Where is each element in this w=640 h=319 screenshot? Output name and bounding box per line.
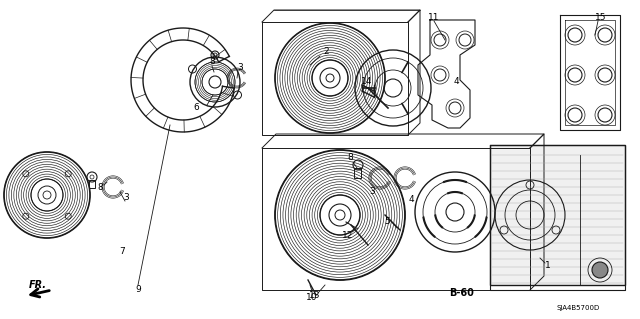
- Text: 1: 1: [545, 262, 551, 271]
- Text: B-60: B-60: [449, 288, 474, 298]
- Text: 8: 8: [209, 57, 215, 66]
- Text: 3: 3: [123, 192, 129, 202]
- Circle shape: [592, 262, 608, 278]
- Text: 4: 4: [453, 78, 459, 86]
- Text: 15: 15: [595, 12, 607, 21]
- Text: 3: 3: [237, 63, 243, 71]
- Text: 13: 13: [309, 291, 321, 300]
- Text: 5: 5: [384, 218, 390, 226]
- Text: 4: 4: [408, 196, 414, 204]
- Text: 2: 2: [323, 48, 329, 56]
- Bar: [89, 180, 95, 188]
- Text: FR.: FR.: [29, 280, 47, 290]
- Text: 3: 3: [369, 188, 375, 197]
- Bar: [490, 145, 625, 285]
- Text: 10: 10: [307, 293, 317, 301]
- Text: 6: 6: [193, 103, 199, 113]
- Text: 11: 11: [428, 12, 440, 21]
- Text: 8: 8: [97, 183, 103, 192]
- Text: 9: 9: [135, 286, 141, 294]
- Text: SJA4B5700D: SJA4B5700D: [556, 305, 600, 311]
- Text: 7: 7: [119, 248, 125, 256]
- Text: 14: 14: [362, 78, 372, 86]
- Bar: [354, 168, 361, 178]
- Text: 12: 12: [342, 231, 354, 240]
- Text: 8: 8: [347, 153, 353, 162]
